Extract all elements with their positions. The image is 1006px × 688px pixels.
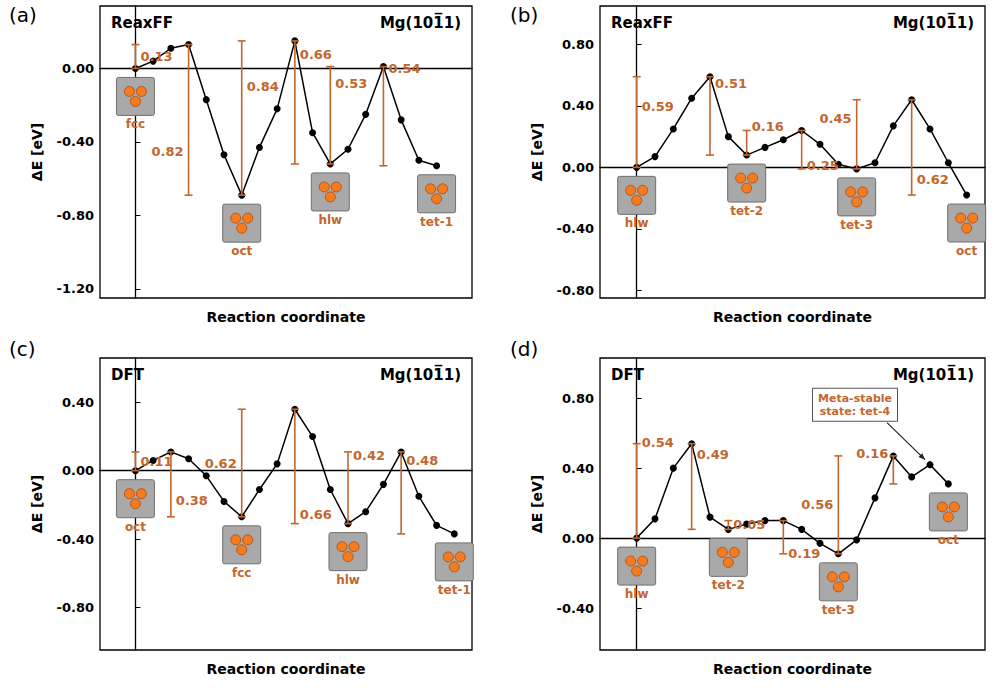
svg-text:(c): (c) [9, 337, 36, 361]
svg-text:Mg(101̅1): Mg(101̅1) [380, 364, 461, 384]
svg-text:0.19: 0.19 [788, 546, 820, 561]
svg-text:0.80: 0.80 [562, 391, 594, 406]
svg-text:ΔE [eV]: ΔE [eV] [529, 475, 545, 533]
svg-text:Mg(101̅1): Mg(101̅1) [380, 12, 461, 32]
svg-text:tet-2: tet-2 [712, 578, 745, 592]
svg-text:0.25: 0.25 [807, 158, 839, 173]
svg-text:fcc: fcc [126, 117, 145, 131]
svg-text:-1.20: -1.20 [57, 281, 94, 296]
svg-text:tet-3: tet-3 [840, 218, 873, 232]
svg-text:0.00: 0.00 [62, 61, 94, 76]
svg-text:0.84: 0.84 [247, 79, 279, 94]
svg-text:(a): (a) [9, 3, 37, 27]
svg-text:Meta-stable: Meta-stable [818, 392, 892, 405]
svg-text:ReaxFF: ReaxFF [111, 14, 173, 32]
svg-text:0.16: 0.16 [752, 119, 784, 134]
svg-text:0.00: 0.00 [562, 531, 594, 546]
svg-text:0.54: 0.54 [388, 61, 420, 76]
svg-text:hlw: hlw [336, 573, 360, 587]
svg-text:-0.40: -0.40 [557, 221, 594, 236]
svg-text:0.40: 0.40 [62, 395, 94, 410]
svg-text:hlw: hlw [625, 587, 649, 601]
svg-text:Reaction coordinate: Reaction coordinate [713, 309, 872, 325]
svg-text:state: tet-4: state: tet-4 [820, 405, 891, 418]
svg-text:0.16: 0.16 [856, 446, 888, 461]
svg-text:tet-3: tet-3 [822, 603, 855, 617]
svg-text:0.51: 0.51 [715, 76, 747, 91]
svg-text:0.80: 0.80 [562, 37, 594, 52]
svg-text:0.56: 0.56 [801, 497, 833, 512]
svg-text:-0.80: -0.80 [57, 208, 94, 223]
svg-text:ΔE [eV]: ΔE [eV] [29, 123, 45, 181]
svg-text:hlw: hlw [625, 216, 649, 230]
svg-text:0.42: 0.42 [353, 448, 385, 463]
svg-text:-0.40: -0.40 [57, 134, 94, 149]
svg-text:tet-1: tet-1 [438, 583, 471, 597]
svg-text:0.40: 0.40 [562, 98, 594, 113]
svg-text:ReaxFF: ReaxFF [611, 14, 673, 32]
svg-text:Mg(101̅1): Mg(101̅1) [893, 364, 974, 384]
svg-text:0.05: 0.05 [733, 517, 765, 532]
svg-text:0.00: 0.00 [562, 160, 594, 175]
svg-text:hlw: hlw [318, 213, 342, 227]
svg-text:-0.80: -0.80 [57, 600, 94, 615]
svg-text:0.62: 0.62 [205, 456, 237, 471]
svg-text:0.66: 0.66 [300, 507, 332, 522]
svg-text:oct: oct [938, 533, 959, 547]
svg-text:0.62: 0.62 [917, 172, 949, 187]
svg-text:0.45: 0.45 [820, 111, 852, 126]
svg-text:0.49: 0.49 [697, 447, 729, 462]
svg-text:Reaction coordinate: Reaction coordinate [713, 661, 872, 677]
svg-text:0.13: 0.13 [140, 49, 172, 64]
svg-text:ΔE [eV]: ΔE [eV] [529, 123, 545, 181]
svg-text:-0.40: -0.40 [57, 532, 94, 547]
svg-text:0.40: 0.40 [562, 461, 594, 476]
svg-text:oct: oct [231, 244, 252, 258]
svg-text:oct: oct [956, 244, 977, 258]
svg-text:0.38: 0.38 [176, 493, 208, 508]
svg-text:Mg(101̅1): Mg(101̅1) [893, 12, 974, 32]
svg-text:DFT: DFT [111, 366, 145, 384]
svg-text:fcc: fcc [232, 566, 251, 580]
svg-text:Reaction coordinate: Reaction coordinate [207, 309, 366, 325]
svg-text:0.59: 0.59 [642, 99, 674, 114]
svg-text:0.54: 0.54 [642, 435, 674, 450]
svg-text:-0.40: -0.40 [557, 601, 594, 616]
svg-text:(d): (d) [510, 337, 538, 361]
svg-text:(b): (b) [510, 3, 538, 27]
svg-text:0.11: 0.11 [140, 454, 172, 469]
svg-text:tet-1: tet-1 [420, 215, 453, 229]
svg-text:0.48: 0.48 [406, 453, 438, 468]
svg-text:0.66: 0.66 [300, 47, 332, 62]
svg-text:ΔE [eV]: ΔE [eV] [29, 475, 45, 533]
svg-text:-0.80: -0.80 [557, 283, 594, 298]
svg-text:DFT: DFT [611, 366, 645, 384]
svg-text:oct: oct [125, 520, 146, 534]
svg-text:Reaction coordinate: Reaction coordinate [207, 661, 366, 677]
svg-text:0.53: 0.53 [335, 76, 367, 91]
svg-text:0.00: 0.00 [62, 463, 94, 478]
svg-text:0.82: 0.82 [151, 144, 183, 159]
svg-text:tet-2: tet-2 [730, 204, 763, 218]
